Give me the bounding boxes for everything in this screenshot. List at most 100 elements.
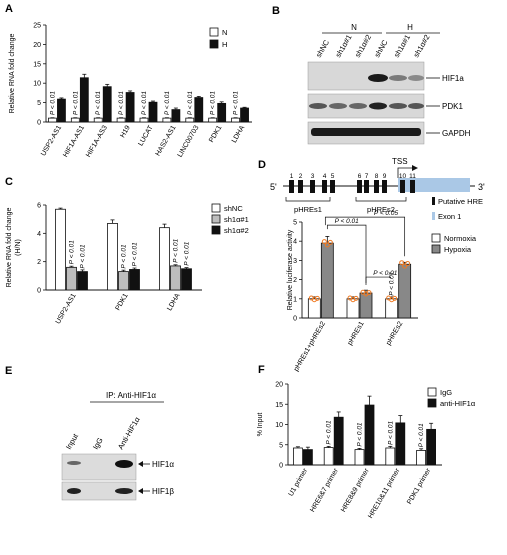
hre-box (374, 180, 379, 193)
bar (107, 223, 118, 291)
diagram-three-prime: 3' (478, 182, 485, 192)
panel-label-b: B (272, 5, 280, 17)
lane-label: sh1α#2 (353, 33, 373, 59)
y-tick-label: 4 (37, 231, 41, 238)
bar (48, 117, 57, 123)
panel-label-d: D (258, 159, 266, 171)
comparison-bracket (324, 216, 406, 257)
p-value-label: P < 0.01 (387, 420, 394, 445)
p-value-label: P < 0.01 (72, 91, 79, 116)
chart-f: 0 5 10 15 20 % Input U1 primer P < 0.01 HRE6&7 p… (257, 382, 476, 520)
legend-swatch (427, 398, 437, 408)
lane-label: sh1α#2 (411, 33, 431, 59)
blot-b-label-hif1a: HIF1a (442, 74, 464, 83)
bar (323, 447, 334, 466)
category-label: H19 (119, 124, 132, 139)
bar (159, 227, 170, 291)
hre-number: 9 (383, 173, 387, 180)
category-label: HIF1A-AS3 (85, 124, 109, 158)
tss-label: TSS (392, 157, 408, 166)
lane-igg: IgG (91, 436, 105, 451)
category-label: HIF1A-AS1 (62, 124, 86, 158)
bar (93, 117, 103, 123)
bar (139, 117, 149, 123)
category-label: pHREs1+pHREs2 (293, 320, 327, 372)
hre-number: 11 (409, 173, 416, 180)
lane-label: sh1α#1 (333, 33, 353, 59)
bar (292, 447, 303, 466)
band-gapdh (311, 128, 421, 136)
bar (162, 117, 172, 123)
bar (398, 263, 412, 319)
bar (354, 449, 365, 466)
p-value-label: P < 0.01 (69, 240, 76, 265)
bar (185, 117, 195, 123)
hre-number: 6 (358, 173, 362, 180)
legend-label: H (222, 40, 227, 49)
bar (320, 242, 334, 319)
p-value-label: P < 0.01 (233, 91, 240, 116)
y-tick-label: 5 (293, 220, 297, 227)
p-value-label: P < 0.01 (173, 238, 180, 263)
blot-b-label-pdk1: PDK1 (442, 102, 463, 111)
bar (102, 86, 112, 123)
y-tick-label: 20 (33, 42, 41, 49)
p-value-label: P < 0.01 (118, 91, 125, 116)
y-tick-label: 2 (37, 259, 41, 266)
hre-box (400, 180, 405, 193)
lane-anti-hif1a: Anti-HIF1α (116, 415, 142, 451)
p-value-label: P < 0.01 (141, 91, 148, 116)
bar (231, 117, 240, 123)
data-point (392, 295, 398, 301)
category-label: PDK1 (115, 292, 130, 311)
hre-box (410, 180, 415, 193)
data-point (327, 239, 333, 245)
legend-label: IgG (440, 388, 452, 397)
data-point (366, 290, 372, 296)
comparison-label: P < 0.05 (374, 210, 399, 217)
band-hif1b-label: HIF1β (152, 487, 174, 496)
p-value-label: P < 0.01 (210, 91, 217, 116)
bar (333, 416, 344, 466)
bar (170, 265, 181, 291)
data-point (353, 295, 359, 301)
comparison-label: P < 0.01 (335, 218, 360, 225)
lane-label: shNC (314, 38, 331, 59)
blot-b: N H shNC sh1α#1 sh1α#2 shNC sh1α#1 sh1α#2 HIF… (307, 23, 471, 145)
hre-number: 8 (375, 173, 379, 180)
bar (194, 97, 204, 123)
bar (79, 77, 89, 123)
legend-swatch (211, 203, 221, 213)
y-tick-label: 3 (293, 258, 297, 265)
legend-label: shNC (224, 204, 243, 213)
y-tick-label: 6 (37, 203, 41, 210)
y-tick-label: 0 (279, 463, 283, 470)
blot-e: IP: Anti-HIF1α Input IgG Anti-HIF1α HIF1… (61, 391, 174, 501)
band-hif1a-label: HIF1α (152, 460, 174, 469)
band-pdk1-6 (408, 103, 424, 109)
bar (77, 271, 88, 291)
y-axis-label-2: (H/N) (15, 239, 22, 256)
y-tick-label: 10 (33, 81, 41, 88)
hre-box (298, 180, 303, 193)
category-label: HRE6&7 primer (309, 467, 340, 514)
panel-label-a: A (5, 3, 13, 15)
legend-swatch (431, 244, 441, 254)
band-pdk1-3 (349, 103, 367, 109)
p-value-label: P < 0.01 (187, 91, 194, 116)
bar (395, 422, 406, 466)
data-point (321, 239, 327, 245)
legend-label: Hypoxia (444, 245, 472, 254)
bar (171, 109, 181, 123)
comparison-bracket (326, 224, 367, 286)
hre-number: 1 (290, 173, 294, 180)
bar (426, 428, 437, 466)
chart-d: 0 1 2 3 4 5 Relative luciferase activity pHREs1… (287, 210, 477, 373)
hre-box (322, 180, 327, 193)
y-tick-label: 0 (37, 288, 41, 295)
p-value-label: P < 0.01 (184, 241, 191, 266)
band-hif1a-h-shnc (368, 74, 388, 82)
legend-label: anti-HIF1α (440, 399, 476, 408)
group-phres1: pHREs1 (294, 205, 322, 214)
lane-label: sh1α#1 (392, 33, 412, 59)
